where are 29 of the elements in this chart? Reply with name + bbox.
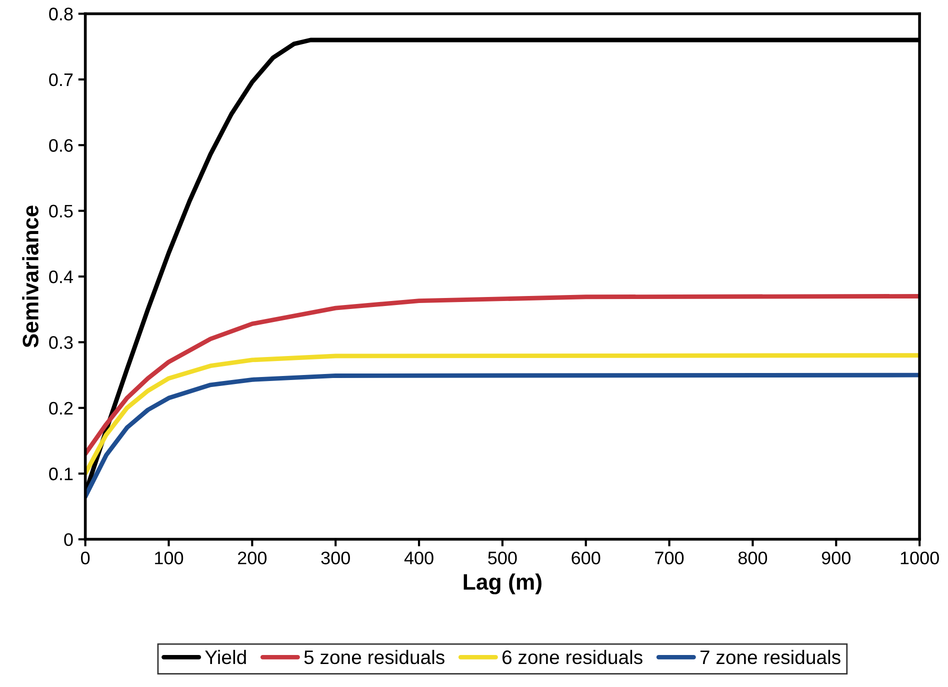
x-tick-label: 900 [822, 552, 850, 564]
legend-label: Yield [205, 650, 246, 664]
y-tick-label: 0 [64, 533, 73, 546]
y-axis-title: Semivariance [22, 206, 38, 348]
legend-label: 7 zone residuals [700, 650, 840, 664]
y-tick-label: 0.8 [49, 8, 73, 20]
x-tick-label: 1000 [900, 552, 939, 564]
y-tick-label: 0.2 [49, 402, 73, 415]
x-tick-label: 800 [738, 552, 768, 564]
x-tick-label: 100 [155, 552, 184, 564]
line-series [85, 372, 920, 499]
line-series [85, 353, 920, 476]
line-series [85, 294, 920, 456]
x-tick-label: 600 [572, 552, 600, 564]
x-tick-label: 300 [321, 552, 350, 564]
y-tick-label: 0.7 [49, 73, 73, 86]
y-tick-label: 0.3 [49, 336, 73, 349]
y-tick-label: 0.6 [49, 139, 73, 152]
x-tick-label: 400 [404, 552, 434, 564]
x-tick-label: 0 [81, 552, 90, 564]
y-tick-label: 0.5 [49, 204, 73, 218]
y-tick-label: 0.4 [49, 270, 73, 284]
x-tick-label: 500 [488, 552, 517, 564]
legend-label: 5 zone residuals [304, 650, 444, 664]
x-axis-title: Lag (m) [464, 573, 542, 594]
x-tick-label: 200 [238, 552, 267, 564]
legend-label: 6 zone residuals [502, 650, 642, 664]
y-tick-label: 0.1 [49, 468, 73, 480]
x-tick-label: 700 [655, 552, 684, 564]
